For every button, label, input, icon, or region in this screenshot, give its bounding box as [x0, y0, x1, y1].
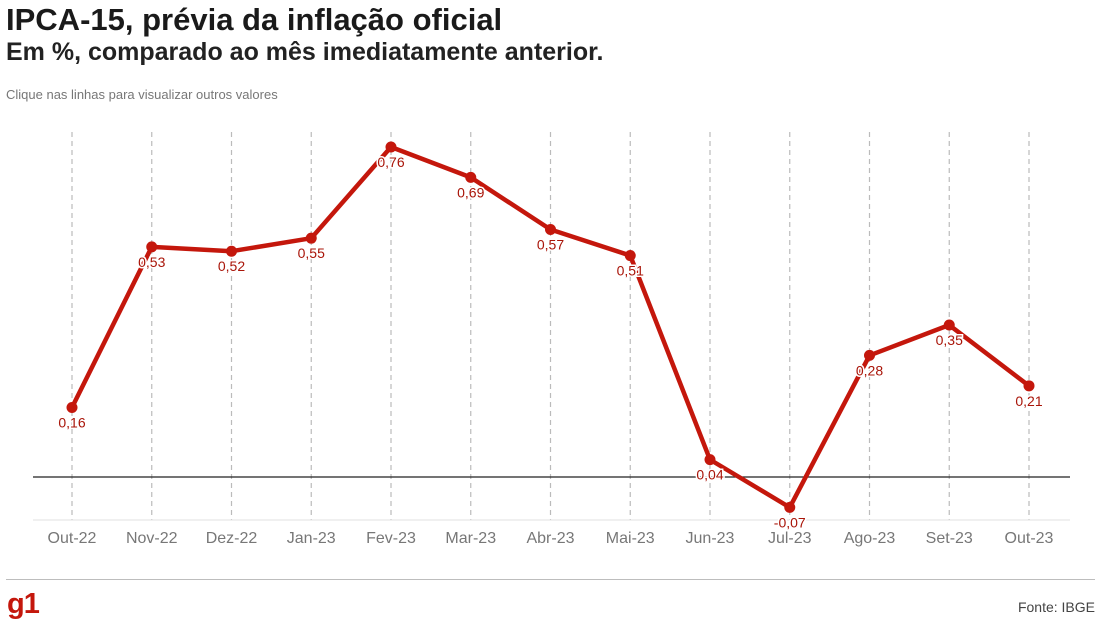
data-point-out-22[interactable] — [66, 402, 78, 414]
interaction-hint: Clique nas linhas para visualizar outros… — [6, 87, 278, 102]
data-point-ago-23[interactable] — [864, 349, 875, 361]
data-point-jan-23[interactable] — [305, 232, 317, 244]
line-chart[interactable]: 0,16 0,53 0,52 0,55 0,76 0,69 0,57 0,51 0,04 -0,0… — [0, 0, 1101, 575]
grid-lines — [71, 132, 1030, 520]
data-point-abr-23[interactable] — [545, 224, 556, 235]
data-point-dez-22[interactable] — [226, 245, 237, 257]
x-tick-jan-23: Jan-23 — [287, 530, 336, 547]
x-tick-fev-23: Fev-23 — [366, 530, 416, 547]
x-tick-nov-22: Nov-22 — [126, 530, 178, 547]
data-point-mar-23[interactable] — [465, 171, 477, 183]
data-label-fev-23: 0,76 — [377, 154, 404, 170]
data-point-out-23[interactable] — [1023, 380, 1035, 392]
data-label-set-23: 0,35 — [936, 332, 963, 348]
chart-title: IPCA-15, prévia da inflação oficial — [6, 2, 503, 37]
x-tick-jul-23: Jul-23 — [768, 530, 812, 547]
x-tick-dez-22: Dez-22 — [206, 530, 258, 547]
data-label-nov-22: 0,53 — [138, 254, 165, 270]
x-tick-set-23: Set-23 — [926, 530, 973, 547]
data-label-out-22: 0,16 — [58, 415, 85, 431]
data-point-fev-23[interactable] — [385, 141, 397, 153]
data-label-dez-22: 0,52 — [218, 258, 245, 274]
data-labels: 0,16 0,53 0,52 0,55 0,76 0,69 0,57 0,51 0,04 -0,0… — [57, 153, 1044, 532]
data-points[interactable] — [66, 141, 1035, 513]
x-tick-out-22: Out-22 — [48, 530, 97, 547]
x-tick-labels: Out-22 Nov-22 Dez-22 Jan-23 Fev-23 Mar-23 Abr-… — [48, 530, 1054, 547]
x-tick-mar-23: Mar-23 — [445, 530, 496, 547]
data-label-out-23: 0,21 — [1015, 393, 1042, 409]
data-label-ago-23: 0,28 — [856, 362, 883, 378]
data-point-jul-23[interactable] — [784, 501, 796, 513]
data-label-jun-23: 0,04 — [696, 467, 723, 483]
data-point-jun-23[interactable] — [704, 454, 716, 466]
x-tick-mai-23: Mai-23 — [606, 530, 655, 547]
axes — [33, 476, 1070, 521]
data-label-abr-23: 0,57 — [537, 237, 564, 253]
series-line[interactable] — [69, 144, 1032, 510]
data-label-mar-23: 0,69 — [457, 184, 484, 200]
x-tick-abr-23: Abr-23 — [526, 530, 574, 547]
x-tick-jun-23: Jun-23 — [686, 530, 735, 547]
series-line-group[interactable] — [69, 144, 1032, 510]
source-note: Fonte: IBGE — [1017, 599, 1095, 615]
x-tick-out-23: Out-23 — [1005, 530, 1054, 547]
data-point-nov-22[interactable] — [146, 241, 158, 253]
data-point-set-23[interactable] — [943, 319, 955, 331]
x-tick-ago-23: Ago-23 — [844, 530, 896, 547]
data-label-jul-23: -0,07 — [774, 514, 806, 530]
data-label-mai-23: 0,51 — [617, 263, 644, 279]
chart-subtitle: Em %, comparado ao mês imediatamente ant… — [6, 38, 604, 66]
data-point-mai-23[interactable] — [624, 250, 636, 262]
g1-logo: g1 — [7, 588, 40, 620]
data-label-jan-23: 0,55 — [298, 245, 325, 261]
footer-divider — [6, 579, 1095, 580]
